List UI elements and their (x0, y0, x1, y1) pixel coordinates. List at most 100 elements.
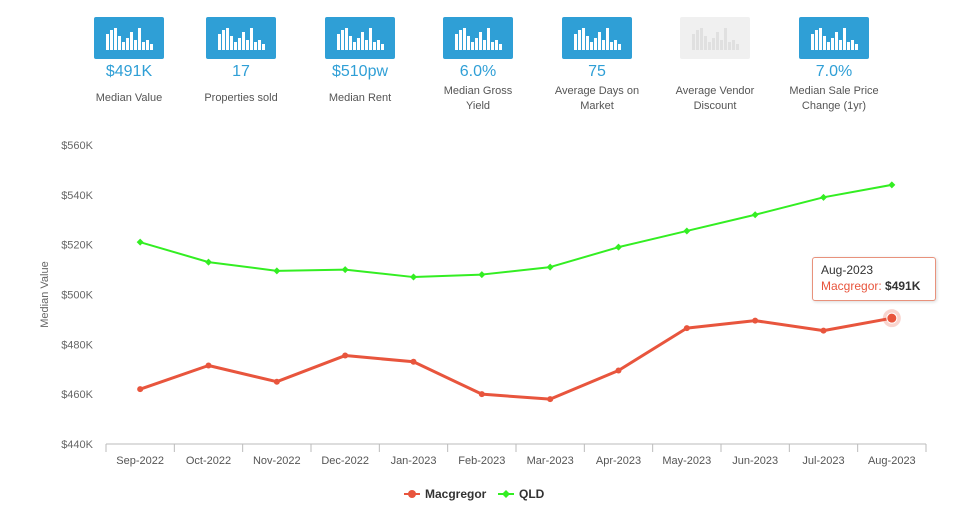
stat-median-sale-price-change[interactable]: 7.0% Median Sale Price Change (1yr) (774, 17, 894, 114)
icon-bar (146, 40, 149, 50)
y-axis: $440K $460K $480K $500K $520K $540K $560K Media… (39, 140, 94, 451)
bar-chart-icon (562, 17, 632, 59)
icon-bar (582, 28, 585, 50)
icon-bar (262, 44, 265, 50)
bar-chart-icon (680, 17, 750, 59)
data-point-qld (478, 271, 486, 279)
icon-bar (716, 32, 719, 50)
tooltip-line: Macgregor: $491K (821, 279, 921, 293)
stat-average-days-on-market[interactable]: 75 Average Days on Market (537, 17, 657, 114)
icon-bar (337, 34, 340, 50)
stat-median-gross-yield[interactable]: 6.0% Median Gross Yield (418, 17, 538, 114)
stat-median-rent[interactable]: $510pw Median Rent (300, 17, 420, 106)
stat-value: 7.0% (815, 63, 853, 80)
data-point-qld (820, 193, 827, 201)
icon-bar (106, 34, 109, 50)
data-point-qld (205, 258, 212, 266)
x-tick-label: Dec-2022 (321, 455, 369, 467)
icon-bar (222, 30, 225, 50)
icon-bar (134, 40, 137, 50)
y-tick-label: $560K (61, 140, 93, 152)
icon-bar (377, 40, 380, 50)
icon-bar (700, 28, 703, 50)
x-tick-label: Mar-2023 (527, 455, 574, 467)
icon-bar (724, 28, 727, 50)
data-point-qld (683, 227, 691, 235)
series-line-qld (139, 183, 893, 279)
stat-value: 17 (232, 63, 250, 80)
stat-label: Median Gross Yield (443, 85, 513, 112)
tooltip-value: $491K (885, 279, 921, 293)
stat-value: 6.0% (459, 63, 497, 80)
icon-bar (696, 30, 699, 50)
icon-bar (594, 38, 597, 50)
icon-bar (610, 42, 613, 50)
stat-properties-sold[interactable]: 17 Properties sold (181, 17, 301, 106)
icon-bar (258, 40, 261, 50)
icon-bar (728, 42, 731, 50)
icon-bar (467, 36, 470, 50)
icon-bar (602, 40, 605, 50)
y-tick-label: $540K (61, 190, 93, 202)
x-tick-label: Jun-2023 (732, 455, 778, 467)
icon-bar (704, 36, 707, 50)
icon-bar (122, 42, 125, 50)
icon-bar (720, 40, 723, 50)
icon-bar (114, 28, 117, 50)
icon-bar (455, 34, 458, 50)
icon-bar (835, 32, 838, 50)
icon-bar (254, 42, 257, 50)
icon-bar (373, 42, 376, 50)
data-point-macgregor (886, 312, 898, 324)
bar-chart-icon (325, 17, 395, 59)
icon-bar (618, 44, 621, 50)
icon-bar (839, 40, 842, 50)
icon-bar (574, 34, 577, 50)
x-tick-label: Sep-2022 (116, 455, 164, 467)
icon-bar (353, 42, 356, 50)
icon-bar (819, 28, 822, 50)
icon-bar (218, 34, 221, 50)
icon-bar (843, 28, 846, 50)
x-axis: Sep-2022 Oct-2022 Nov-2022 Dec-2022 Jan-2023… (105, 443, 927, 467)
stat-value: $510pw (331, 63, 389, 80)
stat-value: $491K (105, 63, 153, 80)
icon-bar (126, 38, 129, 50)
icon-bar (341, 30, 344, 50)
icon-bar (361, 32, 364, 50)
icon-bar (118, 36, 121, 50)
icon-bar (491, 42, 494, 50)
chart-tooltip: Aug-2023 Macgregor: $491K (812, 257, 936, 301)
icon-bar (811, 34, 814, 50)
icon-bar (238, 38, 241, 50)
x-tick-label: Jul-2023 (802, 455, 844, 467)
stat-average-vendor-discount[interactable]: Average Vendor Discount (655, 17, 775, 114)
icon-bar (483, 40, 486, 50)
icon-bar (815, 30, 818, 50)
data-point-macgregor (615, 367, 622, 374)
data-point-qld (136, 238, 144, 246)
icon-bar (475, 38, 478, 50)
stat-median-value[interactable]: $491K Median Value (69, 17, 189, 106)
data-point-qld (410, 273, 417, 281)
icon-bar (855, 44, 858, 50)
stat-label: Average Days on Market (554, 85, 640, 112)
icon-bar (823, 36, 826, 50)
x-tick-label: Oct-2022 (186, 455, 231, 467)
icon-bar (130, 32, 133, 50)
data-point-qld (273, 267, 281, 275)
icon-bar (234, 42, 237, 50)
icon-bar (349, 36, 352, 50)
data-point-macgregor (342, 352, 349, 359)
series-line-macgregor (139, 316, 893, 401)
icon-bar (369, 28, 372, 50)
bar-chart-icon (206, 17, 276, 59)
series-layer (136, 181, 901, 403)
icon-bar (614, 40, 617, 50)
icon-bar (499, 44, 502, 50)
data-point-macgregor (683, 325, 690, 332)
bar-chart-icon (799, 17, 869, 59)
icon-bar (230, 36, 233, 50)
icon-bar (463, 28, 466, 50)
data-point-qld (546, 263, 554, 271)
